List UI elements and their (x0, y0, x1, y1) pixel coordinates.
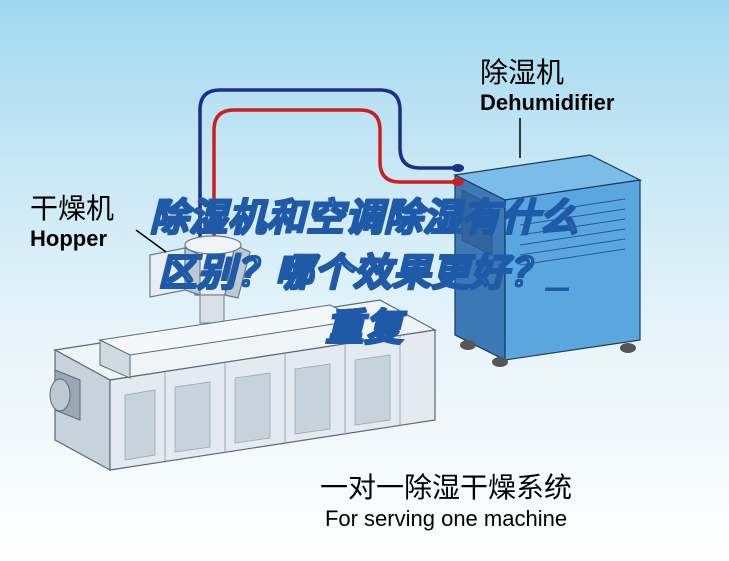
label-dehumidifier: 除湿机 Dehumidifier (480, 56, 614, 116)
label-dehumidifier-en: Dehumidifier (480, 90, 614, 116)
label-dehumidifier-cn: 除湿机 (480, 56, 614, 90)
caption-cn: 一对一除湿干燥系统 (320, 466, 572, 506)
hopper-unit (150, 236, 250, 323)
dehumidifier-unit (452, 155, 640, 367)
pipe-red (214, 110, 453, 246)
label-hopper-en: Hopper (30, 226, 114, 252)
pipe-blue (200, 90, 455, 250)
pointer-hopper (136, 230, 166, 252)
caption: 一对一除湿干燥系统 For serving one machine (320, 466, 572, 532)
caption-en: For serving one machine (320, 506, 572, 532)
label-hopper: 干燥机 Hopper (30, 192, 114, 252)
extruder-machine (50, 300, 435, 470)
label-hopper-cn: 干燥机 (30, 192, 114, 226)
